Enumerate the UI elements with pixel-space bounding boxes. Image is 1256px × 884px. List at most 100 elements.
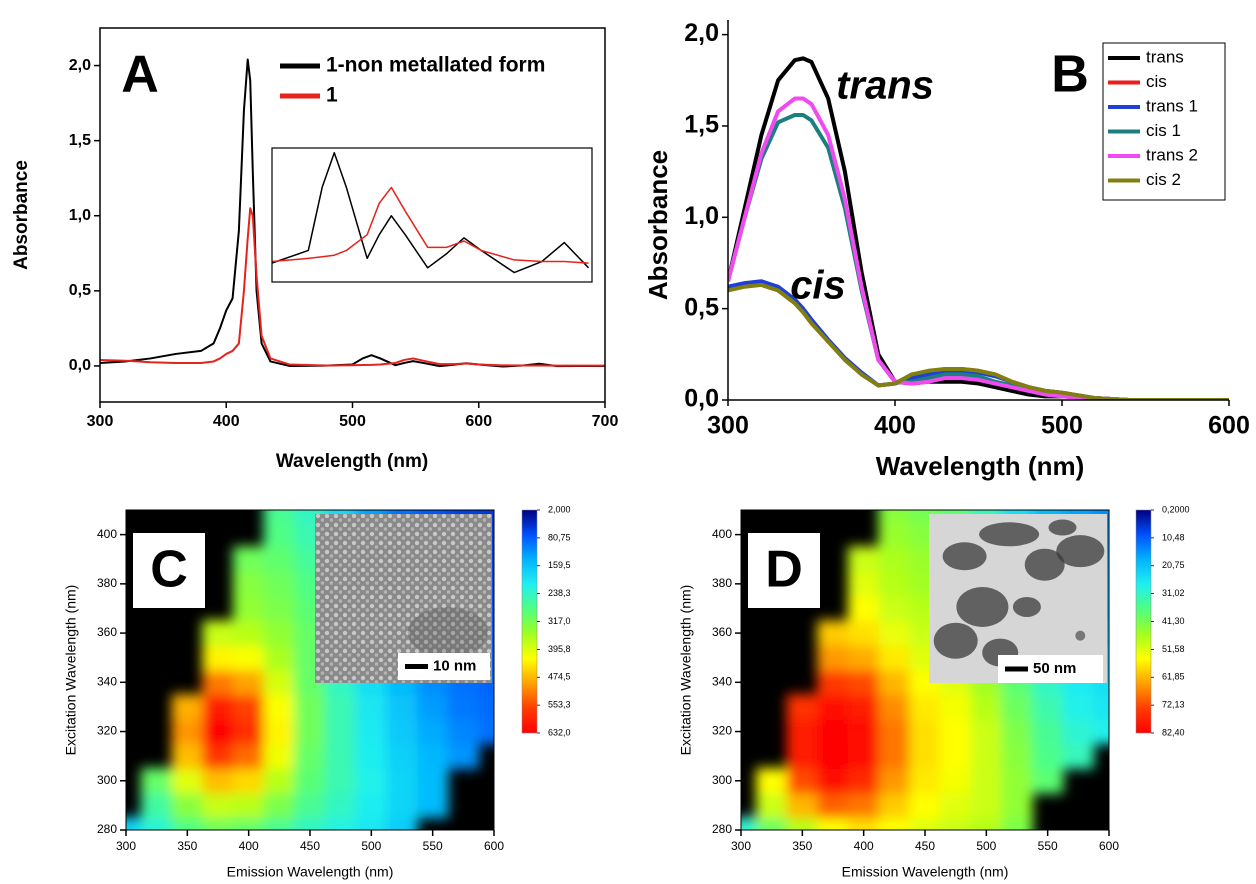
heatmap-cell	[355, 718, 388, 745]
heatmap-cell	[416, 718, 449, 745]
heatmap-cell	[909, 767, 941, 794]
inset-background	[272, 148, 592, 282]
heatmap-cell	[263, 595, 296, 622]
heatmap-cell	[447, 694, 480, 720]
colorbar-tick-label: 10,48	[1162, 532, 1185, 542]
heatmap-cell	[878, 521, 911, 548]
colorbar-tick-label: 159,5	[548, 560, 571, 570]
heatmap-cell	[970, 817, 1003, 830]
y-tick-label: 300	[712, 773, 732, 787]
legend-box	[1102, 42, 1226, 201]
heatmap-cell	[878, 817, 911, 830]
heatmap-cell	[294, 718, 326, 745]
panel-label: A	[121, 46, 159, 104]
x-tick-label: 600	[1099, 839, 1119, 853]
colorbar-tick-label: 61,85	[1162, 672, 1185, 682]
tem-particle-cluster	[1024, 548, 1065, 581]
x-tick-label: 400	[239, 839, 259, 853]
colorbar	[521, 509, 538, 734]
heatmap-cell	[847, 817, 880, 830]
heatmap-cell	[786, 718, 819, 745]
heatmap-cell	[817, 694, 849, 720]
x-tick-label: 600	[465, 413, 492, 430]
y-tick-label: 1,5	[69, 132, 91, 149]
heatmap-cell	[263, 743, 296, 769]
y-axis-label: Absorbance	[643, 150, 673, 300]
heatmap-cell	[878, 644, 911, 671]
heatmap-cell	[324, 767, 357, 794]
heatmap-cell	[416, 792, 449, 819]
y-tick-label: 380	[712, 576, 732, 590]
tem-particle-cluster	[1056, 535, 1105, 568]
heatmap-cell	[386, 743, 418, 769]
colorbar-tick-label: 395,8	[548, 644, 571, 654]
heatmap-cell	[1001, 694, 1033, 720]
heatmap-cell	[939, 718, 972, 745]
heatmap-cell	[847, 595, 880, 622]
heatmap-cell	[878, 595, 911, 622]
heatmap-cell	[939, 767, 972, 794]
heatmap-cell	[386, 718, 418, 745]
heatmap-cell	[741, 817, 757, 830]
heatmap-cell	[386, 694, 418, 720]
heatmap-cell	[202, 792, 234, 819]
heatmap-cell	[263, 521, 296, 548]
x-tick-label: 400	[874, 411, 916, 439]
heatmap-cell	[939, 694, 972, 720]
heatmap-cell	[878, 510, 911, 523]
heatmap-cell	[817, 817, 849, 830]
y-tick-label: 300	[97, 773, 117, 787]
heatmap-cell	[355, 792, 388, 819]
heatmap-cell	[447, 718, 480, 745]
scale-bar-label: 10 nm	[433, 657, 476, 674]
heatmap-cell	[786, 767, 819, 794]
colorbar-tick-label: 317,0	[548, 616, 571, 626]
heatmap-cell	[1031, 743, 1064, 769]
heatmap-cell	[202, 743, 234, 769]
tem-particle-cluster	[956, 586, 1009, 627]
heatmap-cell	[386, 792, 418, 819]
heatmap-cell	[1062, 694, 1095, 720]
heatmap-cell	[847, 546, 880, 573]
y-tick-label: 400	[97, 527, 117, 541]
colorbar-tick-label: 51,58	[1162, 644, 1185, 654]
heatmap-cell	[817, 669, 849, 696]
heatmap-cell	[970, 792, 1003, 819]
heatmap-cell	[202, 669, 234, 696]
heatmap-cell	[355, 767, 388, 794]
heatmap-cell	[202, 644, 234, 671]
x-tick-label: 550	[1038, 839, 1058, 853]
heatmap-cell	[171, 743, 204, 769]
heatmap-cell	[786, 817, 819, 830]
heatmap-cell	[847, 644, 880, 671]
heatmap-cell	[878, 792, 911, 819]
tem-particle-cluster	[1048, 519, 1077, 536]
x-tick-label: 300	[731, 839, 751, 853]
colorbar-tick-label: 474,5	[548, 672, 571, 682]
plot-lines	[728, 56, 1229, 400]
heatmap-cell	[847, 620, 880, 646]
annotation: cis	[790, 264, 846, 308]
heatmap-cell	[1062, 718, 1095, 745]
heatmap-cell	[755, 817, 788, 830]
y-tick-label: 320	[712, 724, 732, 738]
heatmap-cell	[263, 620, 296, 646]
y-tick-label: 340	[97, 674, 117, 688]
panel-label: C	[150, 541, 188, 599]
x-tick-label: 500	[339, 413, 366, 430]
x-tick-label: 450	[300, 839, 320, 853]
y-tick-label: 1,0	[69, 207, 91, 224]
legend-label: trans 1	[1146, 96, 1198, 115]
y-tick-label: 0,0	[684, 385, 719, 413]
x-tick-label: 300	[87, 413, 114, 430]
y-tick-label: 280	[712, 822, 732, 836]
x-tick-label: 450	[915, 839, 935, 853]
heatmap-cell	[202, 718, 234, 745]
y-axis-label: Absorbance	[11, 160, 32, 270]
legend-label: trans	[1146, 47, 1184, 66]
heatmap-cell	[355, 743, 388, 769]
x-axis-label: Emission Wavelength (nm)	[227, 864, 394, 880]
heatmap-cell	[1001, 718, 1033, 745]
tem-particle-cluster	[933, 622, 978, 659]
